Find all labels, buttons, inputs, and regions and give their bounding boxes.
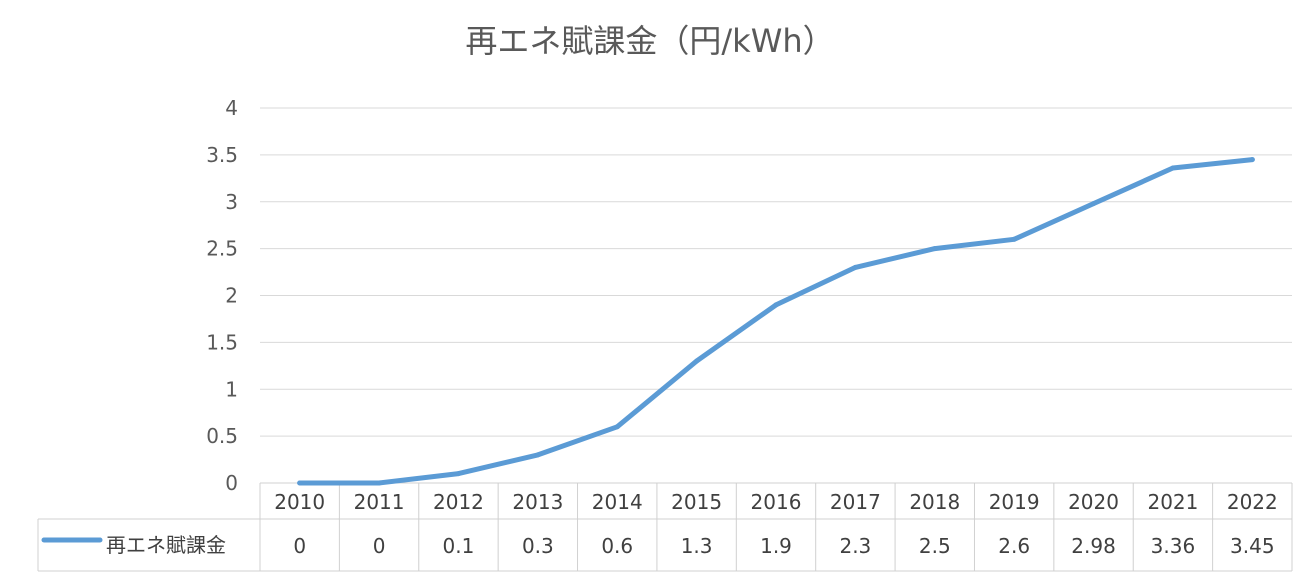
data-value-label: 0 <box>293 534 306 558</box>
x-category-label: 2015 <box>671 490 722 514</box>
data-point <box>1249 157 1255 163</box>
series-group <box>297 157 1255 486</box>
data-point <box>852 264 858 270</box>
data-value-label: 0.6 <box>601 534 633 558</box>
data-point <box>1170 165 1176 171</box>
series-line <box>297 157 1255 486</box>
gridlines <box>260 107 1292 437</box>
x-category-label: 2022 <box>1227 490 1278 514</box>
y-tick-label: 1.5 <box>206 330 238 354</box>
data-point <box>535 452 541 458</box>
data-point <box>297 480 303 486</box>
x-category-label: 2019 <box>989 490 1040 514</box>
data-value-label: 2.6 <box>998 534 1030 558</box>
data-point <box>614 424 620 430</box>
chart-title: 再エネ賦課金（円/kWh） <box>465 22 834 60</box>
data-value-label: 2.5 <box>919 534 951 558</box>
data-value-label: 0.3 <box>522 534 554 558</box>
y-tick-label: 2.5 <box>206 237 238 261</box>
y-tick-label: 0 <box>225 471 238 495</box>
data-value-label: 2.3 <box>839 534 871 558</box>
data-value-label: 3.45 <box>1230 534 1275 558</box>
y-tick-label: 4 <box>225 96 238 120</box>
data-point <box>932 246 938 252</box>
y-tick-label: 2 <box>225 284 238 308</box>
data-value-label: 1.9 <box>760 534 792 558</box>
data-value-label: 1.3 <box>681 534 713 558</box>
data-point <box>694 358 700 364</box>
y-tick-label: 0.5 <box>206 424 238 448</box>
x-category-label: 2020 <box>1068 490 1119 514</box>
data-point <box>1011 236 1017 242</box>
x-category-label: 2017 <box>830 490 881 514</box>
y-axis-ticks: 0 0.5 1 1.5 2 2.5 3 3.5 4 <box>206 96 238 495</box>
y-tick-label: 1 <box>225 377 238 401</box>
y-tick-label: 3 <box>225 190 238 214</box>
x-category-label: 2012 <box>433 490 484 514</box>
x-category-label: 2021 <box>1147 490 1198 514</box>
data-value-label: 2.98 <box>1071 534 1116 558</box>
data-point <box>1091 201 1097 207</box>
y-tick-label: 3.5 <box>206 143 238 167</box>
x-category-label: 2014 <box>592 490 643 514</box>
x-category-label: 2010 <box>274 490 325 514</box>
x-category-label: 2013 <box>512 490 563 514</box>
data-point <box>376 480 382 486</box>
data-value-label: 0.1 <box>443 534 475 558</box>
legend-label: 再エネ賦課金 <box>106 533 226 557</box>
x-category-label: 2018 <box>909 490 960 514</box>
x-category-label: 2011 <box>354 490 405 514</box>
data-point <box>773 302 779 308</box>
data-point <box>455 471 461 477</box>
data-table: 2010 0 2011 0 2012 0.1 2013 0.3 2014 0.6 2015 1.3 20… <box>37 482 1293 572</box>
x-category-label: 2016 <box>751 490 802 514</box>
data-value-label: 3.36 <box>1151 534 1196 558</box>
data-value-label: 0 <box>373 534 386 558</box>
